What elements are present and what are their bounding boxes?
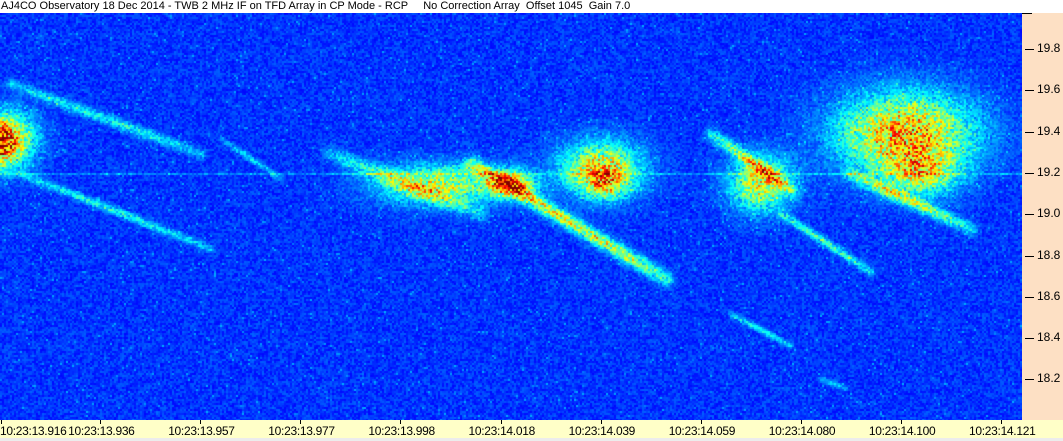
x-tick-label: 10:23:13.977 [268,424,335,438]
x-tick [900,420,902,424]
y-tick [1025,172,1034,174]
y-tick [1025,338,1034,340]
x-tick-label: 10:23:14.059 [668,424,736,438]
chart-title: AJ4CO Observatory 18 Dec 2014 - TWB 2 MH… [0,0,1063,13]
y-tick [1025,379,1034,381]
y-tick [1025,255,1034,257]
y-tick [1025,49,1034,50]
x-tick-label: 10:23:13.936 [68,424,135,438]
y-tick-label: 19.4 [1037,123,1061,138]
x-tick [700,420,702,424]
x-tick [200,420,202,424]
y-tick-label: 19.6 [1037,82,1061,97]
x-axis: 10:23:13.916 10:23:13.936 10:23:13.957 10:2… [0,420,1063,438]
y-tick-label: 18.2 [1037,371,1061,386]
x-tick [800,420,802,424]
x-tick [1,420,2,424]
y-tick [1025,90,1034,92]
x-tick [400,420,402,424]
x-tick [500,420,502,424]
x-tick-label: 10:23:13.957 [168,424,235,438]
x-tick [600,420,602,424]
x-tick-label: 10:23:13.998 [368,424,435,438]
x-tick [300,420,302,424]
y-tick-label: 18.8 [1037,247,1061,262]
x-tick-label: 10:23:14.039 [568,424,636,438]
y-tick-label: 19.0 [1037,206,1061,221]
x-tick-label: 10:23:13.916 [0,424,67,438]
y-tick-label: 19.8 [1037,41,1061,55]
y-axis: 19.8 19.6 19.4 19.2 19.0 18.8 18.6 18.4 18.2 [1022,13,1063,420]
x-tick [100,420,102,424]
y-tick [1025,131,1034,133]
y-tick-label: 18.4 [1037,330,1061,345]
x-tick [1001,420,1002,424]
spectrogram [0,13,1022,420]
x-tick-label: 10:23:14.121 [969,424,1036,438]
y-tick-label: 19.2 [1037,164,1061,179]
x-tick-label: 10:23:14.018 [468,424,536,438]
y-axis-top-mark [1022,13,1032,14]
y-tick [1025,214,1034,216]
x-tick-label: 10:23:14.100 [868,424,936,438]
x-tick-label: 10:23:14.080 [768,424,836,438]
y-tick-label: 18.6 [1037,288,1061,303]
y-tick [1025,296,1034,298]
